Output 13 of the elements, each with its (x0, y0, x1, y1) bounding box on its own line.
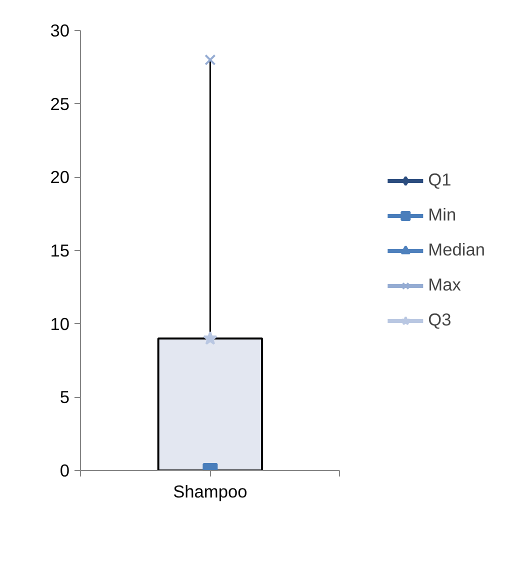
legend-label: Median (428, 240, 485, 260)
y-tick-label: 0 (60, 460, 70, 480)
y-tick-label: 20 (50, 167, 70, 188)
y-tick-label: 10 (50, 314, 70, 334)
y-tick-label: 5 (60, 387, 70, 408)
y-tick-label: 15 (50, 240, 70, 260)
legend-label: Min (428, 204, 456, 226)
legend-label: Max (428, 274, 461, 296)
y-tick-label: 25 (50, 94, 70, 114)
x-tick-label: Shampoo (173, 482, 248, 502)
y-tick-label: 30 (50, 20, 70, 40)
legend-label: Q3 (428, 310, 452, 330)
legend-label: Q1 (428, 170, 452, 190)
